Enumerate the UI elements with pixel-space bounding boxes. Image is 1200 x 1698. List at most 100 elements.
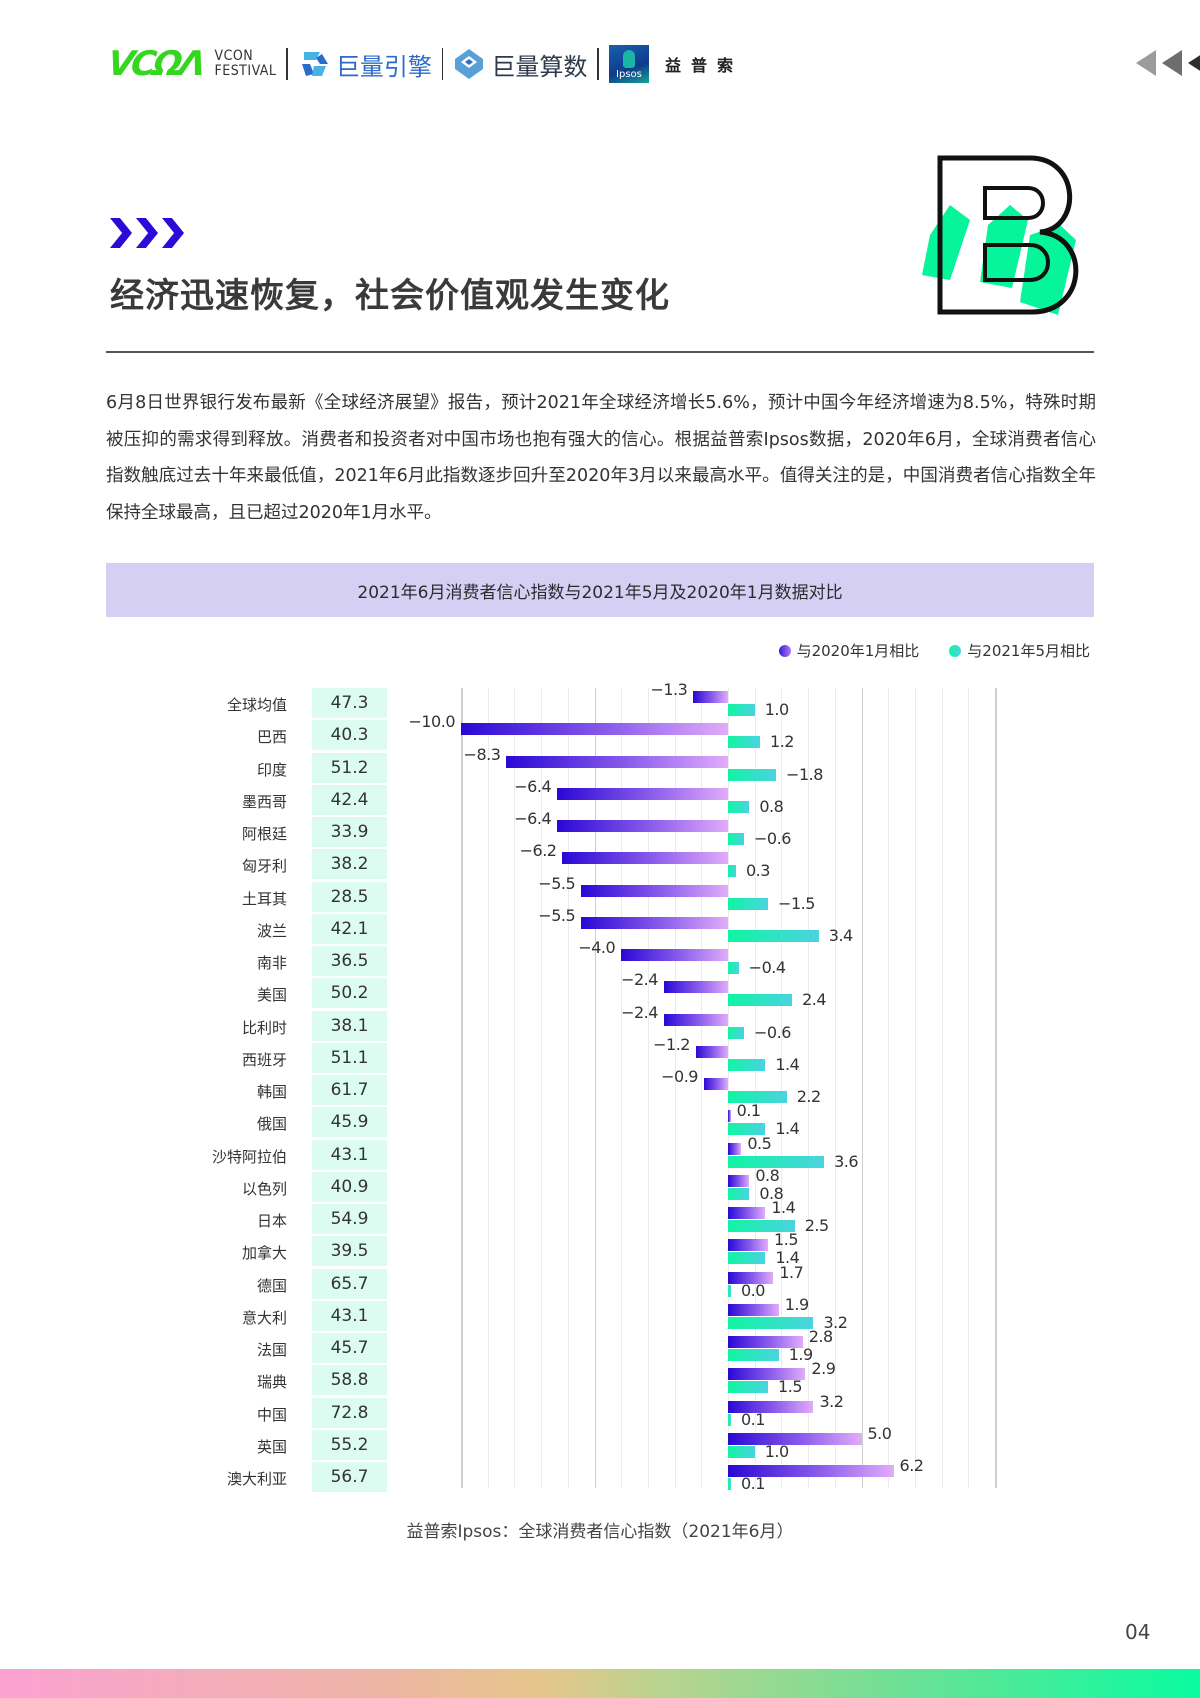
index-value: 61.7 bbox=[312, 1075, 387, 1105]
value-label-vs-jan-2020: −5.5 bbox=[538, 905, 576, 925]
value-label-vs-may-2021: 2.2 bbox=[796, 1087, 821, 1106]
footer-gradient-bar bbox=[0, 1669, 1200, 1698]
triple-left-triangles-icon bbox=[1136, 50, 1200, 76]
bar-vs-jan-2020 bbox=[728, 1271, 774, 1284]
chart-row: 墨西哥 42.4 −6.4 0.8 bbox=[0, 777, 1200, 817]
chart-row: 巴西 40.3 −10.0 1.2 bbox=[0, 712, 1200, 752]
value-label-vs-jan-2020: 1.9 bbox=[784, 1294, 809, 1314]
bar-vs-may-2021 bbox=[728, 897, 769, 910]
value-label-vs-jan-2020: −6.4 bbox=[514, 776, 552, 796]
index-value: 39.5 bbox=[312, 1236, 387, 1267]
value-label-vs-may-2021: 1.4 bbox=[775, 1248, 800, 1268]
value-label-vs-may-2021: 1.4 bbox=[775, 1054, 800, 1074]
value-label-vs-may-2021: 0.0 bbox=[741, 1280, 765, 1300]
country-label: 波兰 bbox=[256, 921, 287, 940]
bar-vs-jan-2020 bbox=[728, 1207, 766, 1219]
value-label-vs-may-2021: 0.8 bbox=[759, 1183, 784, 1203]
value-label-vs-may-2021: 1.5 bbox=[778, 1377, 802, 1397]
value-label-vs-jan-2020: −6.2 bbox=[519, 841, 557, 861]
bar-vs-jan-2020 bbox=[728, 1368, 806, 1381]
bar-vs-may-2021 bbox=[728, 704, 755, 716]
vcon-line2: FESTIVAL bbox=[214, 63, 277, 79]
bar-vs-may-2021 bbox=[728, 1091, 787, 1103]
value-label-vs-may-2021: 1.4 bbox=[775, 1119, 800, 1139]
chart-row: 印度 51.2 −8.3 −1.8 bbox=[0, 745, 1200, 785]
chart-row: 全球均值 47.3 −1.3 1.0 bbox=[0, 680, 1200, 720]
country-label: 以色列 bbox=[241, 1179, 287, 1198]
ocean-engine-text: 巨量引擎 bbox=[335, 52, 432, 81]
bar-vs-jan-2020 bbox=[557, 820, 728, 832]
country-label: 加拿大 bbox=[241, 1244, 287, 1263]
value-label-vs-jan-2020: −0.9 bbox=[661, 1067, 698, 1086]
bar-vs-jan-2020 bbox=[728, 1239, 769, 1252]
gridline bbox=[674, 688, 676, 1488]
bar-vs-may-2021 bbox=[728, 1381, 769, 1394]
value-label-vs-may-2021: 0.1 bbox=[741, 1409, 765, 1429]
gridline bbox=[621, 688, 623, 1488]
bar-vs-jan-2020 bbox=[581, 884, 728, 897]
ipsos-logo: Ipsos bbox=[608, 45, 649, 83]
value-label-vs-jan-2020: 6.2 bbox=[899, 1456, 924, 1475]
index-value: 51.1 bbox=[312, 1042, 387, 1073]
value-label-vs-may-2021: 1.9 bbox=[788, 1345, 813, 1364]
chart-row: 澳大利亚 56.7 6.2 0.1 bbox=[0, 1456, 1200, 1494]
index-value: 33.9 bbox=[312, 817, 387, 847]
chart-title: 2021年6月消费者信心指数与2021年5月及2020年1月数据对比 bbox=[106, 563, 1094, 617]
source-caption: 益普索Ipsos：全球消费者信心指数（2021年6月） bbox=[406, 1522, 794, 1542]
country-label: 德国 bbox=[256, 1276, 287, 1295]
bar-vs-jan-2020 bbox=[693, 691, 728, 703]
index-value: 42.1 bbox=[312, 913, 387, 944]
gridline bbox=[888, 688, 890, 1488]
value-label-vs-jan-2020: 2.8 bbox=[808, 1327, 833, 1346]
chart-row: 中国 72.8 3.2 0.1 bbox=[0, 1392, 1200, 1430]
index-value: 56.7 bbox=[312, 1462, 387, 1492]
divider bbox=[441, 48, 444, 80]
country-label: 比利时 bbox=[241, 1018, 287, 1037]
bar-vs-jan-2020 bbox=[621, 949, 728, 961]
letter-b-badge-icon bbox=[922, 155, 1079, 315]
value-label-vs-may-2021: 1.0 bbox=[764, 1441, 789, 1461]
gridline bbox=[754, 688, 756, 1488]
index-value: 72.8 bbox=[312, 1397, 387, 1428]
teal-dot-icon bbox=[949, 644, 962, 657]
bar-vs-jan-2020 bbox=[581, 916, 728, 929]
value-label-vs-may-2021: 3.4 bbox=[828, 925, 853, 945]
value-label-vs-may-2021: −0.6 bbox=[754, 1022, 791, 1042]
vcon-festival-text: VCON FESTIVAL bbox=[214, 49, 276, 79]
bar-vs-may-2021 bbox=[728, 1026, 745, 1039]
bar-vs-may-2021 bbox=[728, 736, 761, 749]
country-label: 日本 bbox=[256, 1212, 287, 1230]
chart-row: 阿根廷 33.9 −6.4 −0.6 bbox=[0, 809, 1200, 849]
value-label-vs-may-2021: 0.1 bbox=[741, 1474, 765, 1493]
gridline bbox=[647, 688, 649, 1488]
bar-vs-jan-2020 bbox=[728, 1142, 742, 1155]
index-value: 40.9 bbox=[312, 1171, 387, 1202]
bar-vs-may-2021 bbox=[728, 768, 777, 781]
bar-vs-may-2021 bbox=[728, 962, 739, 974]
index-value: 43.1 bbox=[312, 1300, 387, 1331]
gridline bbox=[461, 688, 463, 1488]
country-label: 澳大利亚 bbox=[226, 1470, 287, 1488]
country-label: 中国 bbox=[256, 1405, 287, 1424]
value-label-vs-may-2021: 1.0 bbox=[764, 700, 789, 719]
gridline bbox=[968, 688, 970, 1488]
value-label-vs-jan-2020: 1.4 bbox=[771, 1198, 796, 1217]
chart-row: 波兰 42.1 −5.5 3.4 bbox=[0, 906, 1200, 946]
bar-vs-may-2021 bbox=[728, 1187, 750, 1200]
chart-row: 意大利 43.1 1.9 3.2 bbox=[0, 1295, 1200, 1333]
bar-vs-jan-2020 bbox=[663, 981, 728, 994]
bar-vs-may-2021 bbox=[728, 1123, 766, 1136]
index-value: 28.5 bbox=[312, 881, 387, 912]
value-label-vs-jan-2020: −1.3 bbox=[650, 680, 688, 699]
chart-row: 加拿大 39.5 1.5 1.4 bbox=[0, 1230, 1200, 1268]
bar-vs-jan-2020 bbox=[703, 1078, 728, 1090]
partner-logos: VCΩΛ VCON FESTIVAL 巨量引擎 巨量算数 Ipsos 益普索 bbox=[105, 44, 743, 84]
value-label-vs-jan-2020: 0.1 bbox=[736, 1101, 761, 1121]
bar-vs-may-2021 bbox=[728, 994, 793, 1007]
chart-row: 西班牙 51.1 −1.2 1.4 bbox=[0, 1035, 1200, 1075]
country-label: 美国 bbox=[256, 986, 287, 1005]
value-label-vs-jan-2020: −5.5 bbox=[538, 873, 576, 893]
value-label-vs-jan-2020: 5.0 bbox=[867, 1423, 892, 1443]
bar-vs-may-2021 bbox=[728, 1413, 731, 1426]
bar-vs-jan-2020 bbox=[562, 852, 728, 865]
